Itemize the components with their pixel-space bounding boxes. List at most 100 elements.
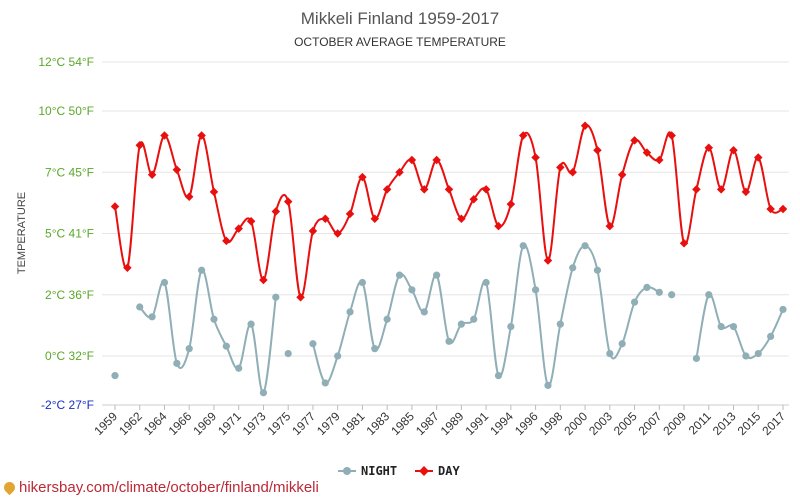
night-point [593,266,602,274]
night-point [705,291,713,299]
legend-item-day[interactable]: DAY [415,464,460,478]
x-tick-label: 2005 [611,409,640,438]
chart-subtitle: OCTOBER AVERAGE TEMPERATURE [294,35,506,49]
x-tick-label: 1981 [339,409,368,438]
day-point [778,204,788,214]
night-point [346,308,354,316]
day-point [308,226,318,236]
night-point [284,349,292,358]
day-point [123,263,132,273]
night-point [235,364,243,372]
night-point [197,266,206,274]
day-point [160,131,169,140]
night-point [742,352,750,360]
x-tick-label: 2000 [561,409,590,438]
night-point [668,291,676,299]
night-point [581,242,589,250]
day-point [481,185,491,194]
night-point [408,286,416,294]
night-point [173,359,181,367]
day-point [370,214,380,224]
day-point [222,236,231,246]
day-point [321,214,330,224]
day-series [110,121,788,302]
day-point [494,221,503,231]
day-point [420,185,429,194]
y-axis-ticks: 12°C 54°F 10°C 50°F 7°C 45°F 5°C 41°F 2°C 36… [38,55,94,412]
day-point [172,165,182,175]
night-point [433,271,441,279]
night-point [272,293,280,301]
night-point [334,352,342,360]
x-tick-label: 2009 [660,409,689,438]
night-point [470,315,478,323]
day-point [259,275,268,285]
legend-day-swatch-marker [419,466,429,476]
x-tick-label: 1983 [363,409,392,438]
legend-item-night[interactable]: NIGHT [338,464,397,478]
night-point [247,320,255,328]
x-tick-label: 1991 [462,409,491,438]
night-point [222,342,230,350]
night-point [494,372,503,380]
day-point [271,207,281,216]
day-point [197,131,206,140]
x-tick-label: 1973 [240,409,269,438]
y-tick-label: 0°C 32°F [45,349,94,363]
day-point [506,199,516,209]
y-axis-label: TEMPERATURE [16,192,28,274]
y-tick-label: -2°C 27°F [41,398,94,412]
x-tick-label: 1994 [487,409,516,438]
night-point [185,345,193,353]
night-point [630,298,639,306]
night-point [160,278,169,287]
legend: NIGHT DAY [338,464,460,478]
day-point [358,172,367,182]
night-point [754,349,762,358]
day-point [655,155,664,165]
x-tick-label: 1996 [512,409,541,438]
y-tick-label: 5°C 41°F [45,227,94,241]
y-tick-label: 7°C 45°F [45,165,94,179]
grid [102,61,789,406]
legend-night-label: NIGHT [361,464,397,478]
day-point [457,214,466,224]
watermark-text: hikersbay.com/climate/october/finland/mi… [19,479,319,496]
night-series [111,242,787,397]
day-point [110,202,120,211]
day-point [234,224,243,233]
night-point [729,323,738,331]
night-point [507,323,515,331]
night-point [321,379,329,387]
day-point [296,292,305,302]
x-tick-label: 2003 [586,409,615,438]
night-point [383,315,391,323]
x-axis-ticks: 1959196219641966196919711973197519771979… [91,404,789,438]
day-point [333,229,342,238]
day-point [568,168,577,177]
location-pin-icon [1,479,18,496]
y-tick-label: 12°C 54°F [38,55,94,69]
night-point [445,337,453,345]
x-tick-label: 2017 [759,409,788,438]
night-point [111,372,119,380]
day-point [580,121,590,130]
y-tick-label: 10°C 50°F [38,104,94,118]
x-tick-label: 1989 [438,409,467,438]
day-point [531,153,540,162]
x-tick-label: 1969 [190,409,219,438]
day-point [345,209,355,219]
day-point [593,145,602,155]
watermark[interactable]: hikersbay.com/climate/october/finland/mi… [1,479,319,496]
day-point [444,185,454,194]
x-tick-label: 2007 [636,409,665,438]
night-point [779,305,787,314]
day-point [246,217,256,226]
x-tick-label: 2015 [735,409,764,438]
night-point [531,286,540,294]
legend-night-swatch-marker [343,467,351,475]
x-tick-label: 1959 [91,409,120,438]
night-point [643,283,651,291]
day-point [283,197,293,206]
